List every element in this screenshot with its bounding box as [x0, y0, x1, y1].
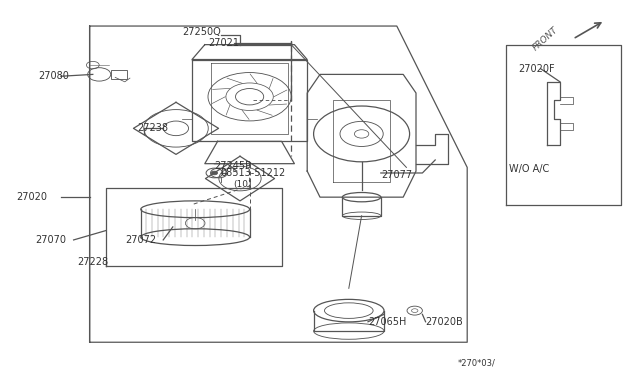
Text: 27070: 27070 — [35, 235, 66, 245]
Text: (10): (10) — [234, 180, 252, 189]
Text: 27077: 27077 — [381, 170, 412, 180]
Text: 27080: 27080 — [38, 71, 69, 81]
Text: 08513-51212: 08513-51212 — [221, 168, 286, 178]
Bar — [111, 70, 127, 79]
Text: 27250Q: 27250Q — [182, 27, 221, 36]
Text: 27228: 27228 — [77, 257, 108, 267]
Text: 27020F: 27020F — [518, 64, 555, 74]
Text: FRONT: FRONT — [531, 25, 560, 53]
Text: 27021: 27021 — [208, 38, 239, 48]
Text: *270*03/: *270*03/ — [458, 358, 495, 367]
Text: 27020: 27020 — [16, 192, 47, 202]
Text: 27065H: 27065H — [368, 317, 406, 327]
Text: 27238: 27238 — [138, 124, 168, 133]
Text: 27072: 27072 — [125, 235, 156, 245]
Circle shape — [211, 171, 218, 175]
Text: W/O A/C: W/O A/C — [509, 164, 549, 174]
Text: 27020B: 27020B — [426, 317, 463, 327]
Text: 27245P: 27245P — [214, 161, 252, 170]
